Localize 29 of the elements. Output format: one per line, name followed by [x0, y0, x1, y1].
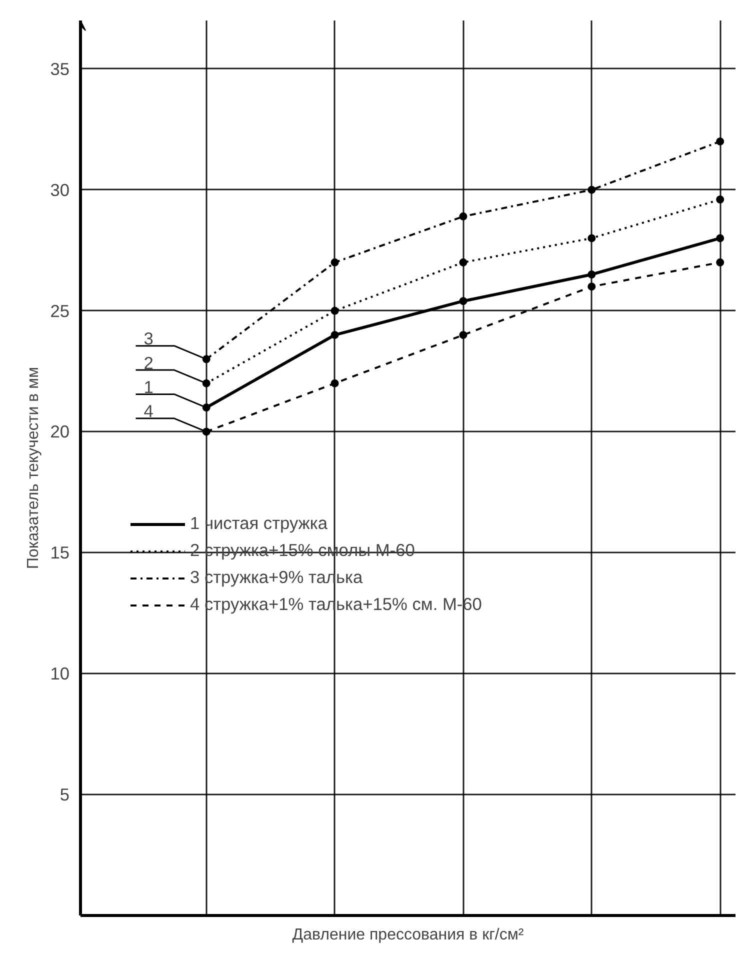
y-tick-label: 15	[50, 542, 70, 563]
point	[716, 258, 724, 266]
y-axis-title: Показатель текучести в мм	[25, 366, 42, 570]
point	[459, 297, 468, 306]
y-tick-label: 10	[50, 664, 70, 684]
annotation: 3	[144, 328, 154, 349]
point	[330, 330, 339, 339]
x-axis-title: Давление прессования в кг/см²	[292, 926, 524, 944]
point	[588, 186, 596, 194]
point	[588, 234, 596, 242]
y-tick-label: 20	[50, 422, 70, 442]
y-tick-label: 5	[60, 784, 70, 805]
point	[459, 258, 468, 266]
point	[588, 282, 596, 291]
y-tick-label: 35	[50, 58, 70, 79]
point	[330, 306, 339, 315]
annotation: 4	[144, 401, 154, 422]
point	[716, 137, 724, 146]
point	[330, 379, 339, 388]
point	[459, 212, 468, 220]
point	[716, 234, 724, 242]
point	[588, 270, 596, 278]
point	[330, 258, 339, 266]
annotation: 2	[144, 352, 154, 373]
point	[716, 196, 724, 204]
annotation: 1	[144, 377, 154, 398]
y-tick-label: 25	[50, 300, 70, 321]
y-tick-label: 30	[50, 180, 70, 200]
point	[459, 330, 468, 339]
